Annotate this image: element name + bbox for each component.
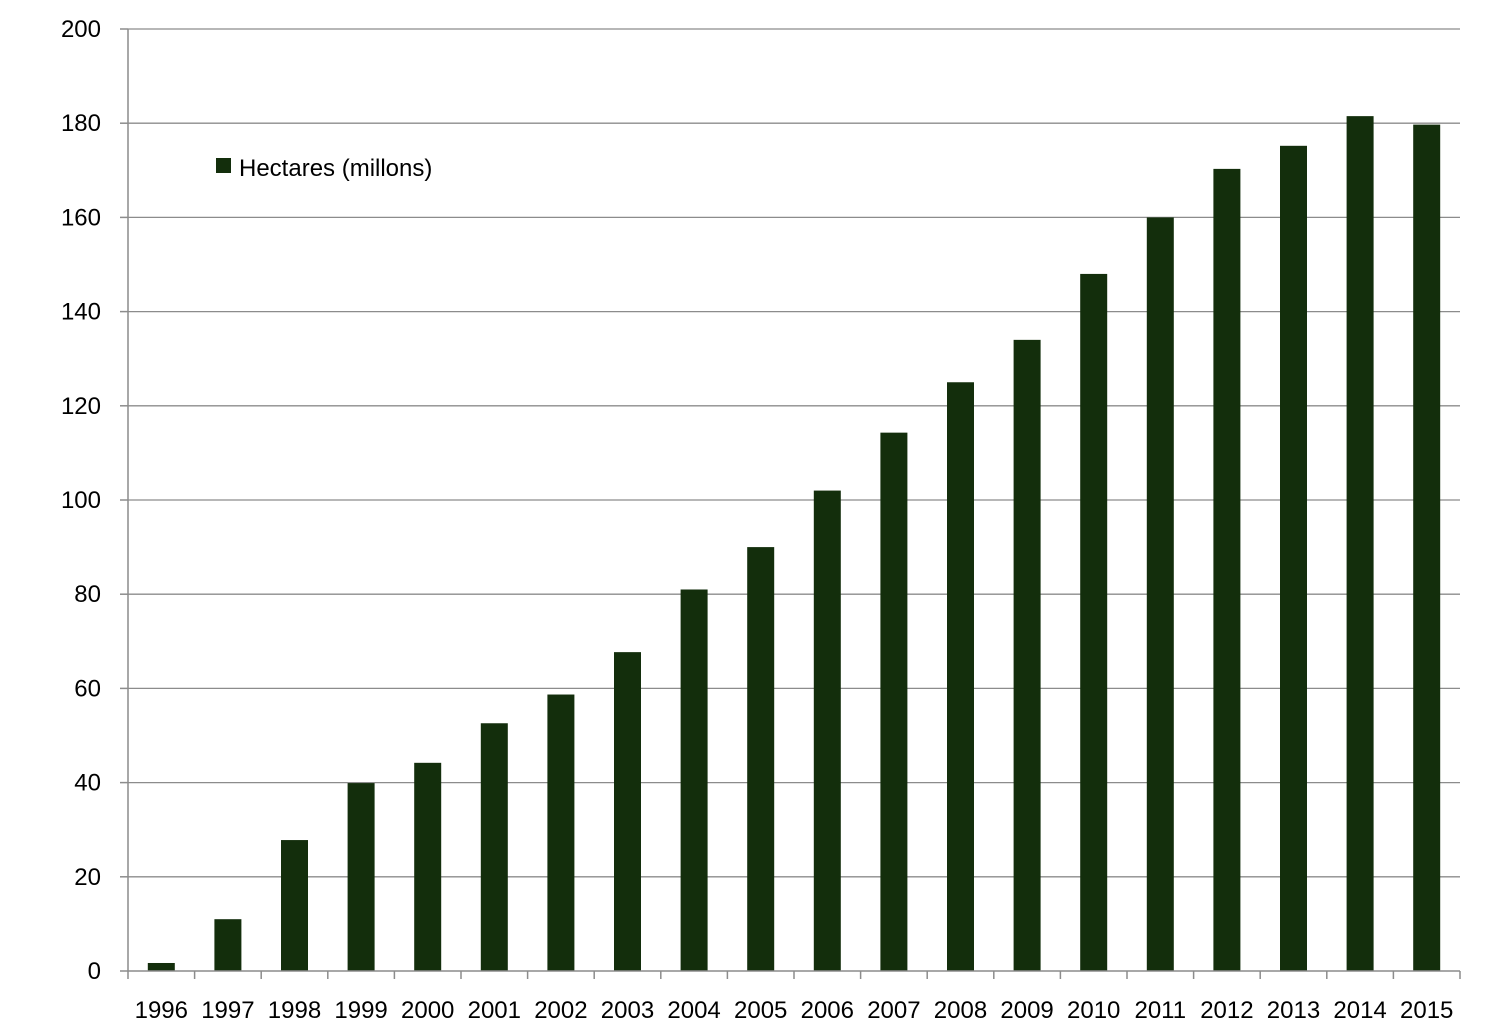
y-tick-label-40: 40 <box>74 770 101 797</box>
x-tick-label-2013: 2013 <box>1267 997 1320 1024</box>
y-tick-label-0: 0 <box>88 958 101 985</box>
y-tick-label-100: 100 <box>61 487 101 514</box>
x-tick-label-1999: 1999 <box>334 997 387 1024</box>
y-tick-label-20: 20 <box>74 864 101 891</box>
x-tick-label-2014: 2014 <box>1333 997 1386 1024</box>
bar-2007 <box>880 432 908 972</box>
x-tick-label-2001: 2001 <box>468 997 521 1024</box>
x-tick-label-1998: 1998 <box>268 997 321 1024</box>
bar-2015 <box>1413 124 1441 972</box>
bar-2013 <box>1280 145 1307 972</box>
x-tick-label-2010: 2010 <box>1067 997 1120 1024</box>
x-tick-label-2000: 2000 <box>401 997 454 1024</box>
bar-1996 <box>147 962 175 971</box>
legend-swatch <box>216 158 231 173</box>
x-tick-label-1996: 1996 <box>135 997 188 1024</box>
y-tick-label-140: 140 <box>61 299 101 326</box>
bar-2006 <box>813 490 841 971</box>
y-tick-label-160: 160 <box>61 204 101 231</box>
bar-1999 <box>347 783 375 971</box>
bar-2014 <box>1346 116 1374 971</box>
bar-2000 <box>414 762 442 971</box>
bar-2004 <box>680 589 708 971</box>
legend-label: Hectares (millons) <box>239 155 432 182</box>
x-tick-label-2009: 2009 <box>1000 997 1053 1024</box>
bar-2009 <box>1013 339 1041 971</box>
x-tick-label-2002: 2002 <box>534 997 587 1024</box>
y-tick-label-200: 200 <box>61 16 101 43</box>
bar-2008 <box>947 382 974 971</box>
legend: Hectares (millons) <box>216 155 432 182</box>
y-tick-labels: 0 20 40 60 80 100 120 140 160 180 200 <box>61 16 101 985</box>
bar-2003 <box>614 652 641 971</box>
bar-1997 <box>214 919 242 971</box>
bar-2010 <box>1080 273 1108 971</box>
bar-2001 <box>480 723 508 971</box>
x-tick-label-2011: 2011 <box>1134 997 1186 1024</box>
bars <box>147 116 1441 972</box>
x-tick-label-2012: 2012 <box>1200 997 1253 1024</box>
y-tick-label-180: 180 <box>61 110 101 137</box>
gridlines <box>128 28 1460 878</box>
x-tick-label-2005: 2005 <box>734 997 787 1024</box>
x-tick-label-2003: 2003 <box>601 997 654 1024</box>
axes <box>120 28 1461 979</box>
y-tick-label-60: 60 <box>74 675 101 702</box>
x-tick-label-2004: 2004 <box>667 997 720 1024</box>
bar-2002 <box>547 694 575 971</box>
bar-2012 <box>1213 168 1241 972</box>
x-tick-label-2007: 2007 <box>867 997 920 1024</box>
x-tick-label-2008: 2008 <box>934 997 987 1024</box>
x-tick-label-2006: 2006 <box>801 997 854 1024</box>
y-tick-label-120: 120 <box>61 393 101 420</box>
y-tick-label-80: 80 <box>74 581 101 608</box>
bar-2005 <box>747 547 775 971</box>
x-tick-label-1997: 1997 <box>201 997 254 1024</box>
bar-1998 <box>281 840 308 971</box>
bar-2011 <box>1146 217 1174 971</box>
x-tick-label-2015: 2015 <box>1400 997 1453 1024</box>
x-tick-labels: 1996 1997 1998 1999 2000 2001 2002 2003 2004 2005… <box>135 997 1454 1024</box>
